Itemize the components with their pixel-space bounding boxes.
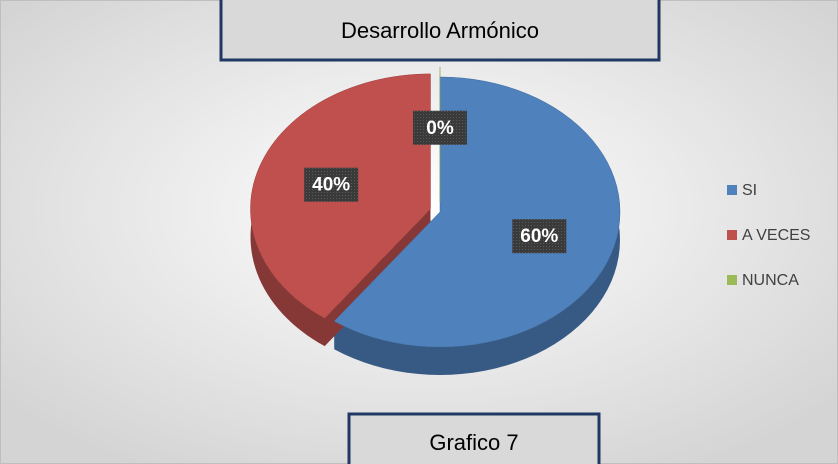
legend-swatch bbox=[727, 275, 737, 285]
data-label: 0% bbox=[426, 118, 454, 139]
legend-swatch bbox=[727, 185, 737, 195]
annotation: Grafico 7 bbox=[429, 430, 518, 455]
legend-label: NUNCA bbox=[742, 272, 799, 289]
legend-swatch bbox=[727, 230, 737, 240]
chart-title: Desarrollo Armónico bbox=[341, 18, 539, 43]
data-label-box bbox=[304, 167, 359, 202]
data-label: 40% bbox=[312, 175, 350, 196]
data-label: 60% bbox=[520, 226, 558, 247]
data-label-box bbox=[413, 110, 467, 145]
title-box bbox=[219, 0, 661, 62]
legend: SI A VECES NUNCA bbox=[727, 182, 810, 289]
data-label-box bbox=[512, 219, 567, 254]
legend-label: SI bbox=[742, 182, 757, 199]
slice-side bbox=[334, 77, 620, 375]
legend-label: A VECES bbox=[742, 227, 810, 244]
pie: 60% 40% 0% bbox=[250, 67, 621, 375]
slice bbox=[333, 76, 621, 348]
annotation-box bbox=[347, 412, 601, 464]
